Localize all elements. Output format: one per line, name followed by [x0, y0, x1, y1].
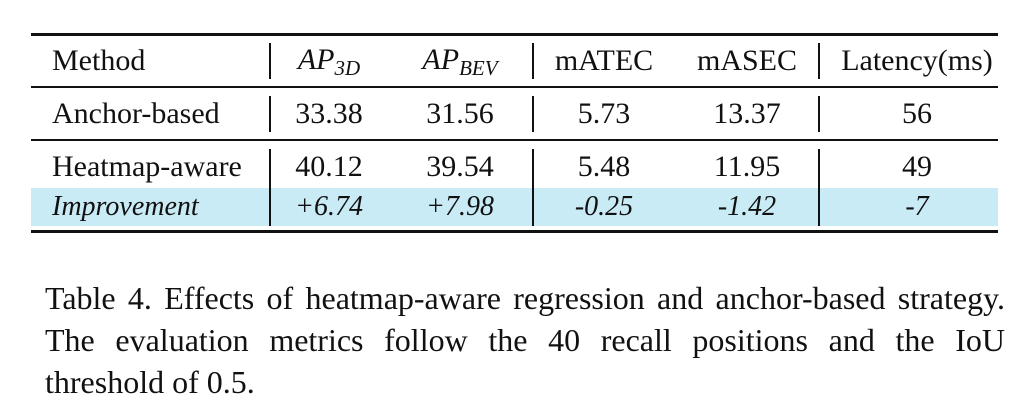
- header-bottom-rule: [31, 86, 998, 88]
- header-ap3d-main: AP: [297, 43, 335, 76]
- col-divider: [532, 149, 534, 226]
- table-caption: Table 4. Effects of heatmap-aware regres…: [45, 277, 1005, 403]
- improvement-row-highlight: [31, 188, 998, 226]
- row-latency: -7: [905, 191, 929, 222]
- row-apbev: +7.98: [426, 191, 494, 222]
- col-divider: [818, 43, 820, 79]
- row-separator-rule: [31, 139, 998, 141]
- row-method: Improvement: [52, 191, 199, 222]
- row-apbev: 31.56: [426, 97, 494, 130]
- row-method: Heatmap-aware: [52, 150, 242, 183]
- header-apbev-sub: BEV: [459, 56, 498, 80]
- table-bottom-rule: [31, 230, 998, 233]
- header-ap3d-sub: 3D: [334, 56, 361, 80]
- col-divider: [269, 149, 271, 226]
- col-divider: [818, 149, 820, 226]
- row-ap3d: +6.74: [295, 191, 363, 222]
- row-masec: 11.95: [713, 150, 781, 183]
- row-masec: 13.37: [713, 97, 781, 130]
- col-divider: [532, 96, 534, 132]
- row-apbev: 39.54: [426, 150, 494, 183]
- row-masec: -1.42: [717, 191, 777, 222]
- col-divider: [532, 43, 534, 79]
- header-apbev: APBEV: [422, 45, 497, 79]
- row-ap3d: 33.38: [295, 97, 363, 130]
- table-top-rule: [31, 33, 998, 36]
- header-ap3d: AP3D: [298, 45, 360, 79]
- row-method: Anchor-based: [52, 97, 220, 130]
- row-latency: 56: [902, 97, 932, 130]
- header-matec: mATEC: [554, 44, 654, 77]
- header-latency: Latency(ms): [841, 44, 993, 77]
- row-ap3d: 40.12: [295, 150, 363, 183]
- header-masec: mASEC: [696, 44, 798, 77]
- row-matec: -0.25: [574, 191, 634, 222]
- caption-text: Table 4. Effects of heatmap-aware regres…: [45, 280, 1005, 400]
- row-latency: 49: [902, 150, 932, 183]
- header-apbev-main: AP: [422, 43, 460, 76]
- col-divider: [269, 43, 271, 79]
- col-divider: [818, 96, 820, 132]
- col-divider: [269, 96, 271, 132]
- row-matec: 5.48: [577, 150, 631, 183]
- header-method: Method: [52, 44, 146, 77]
- row-matec: 5.73: [577, 97, 631, 130]
